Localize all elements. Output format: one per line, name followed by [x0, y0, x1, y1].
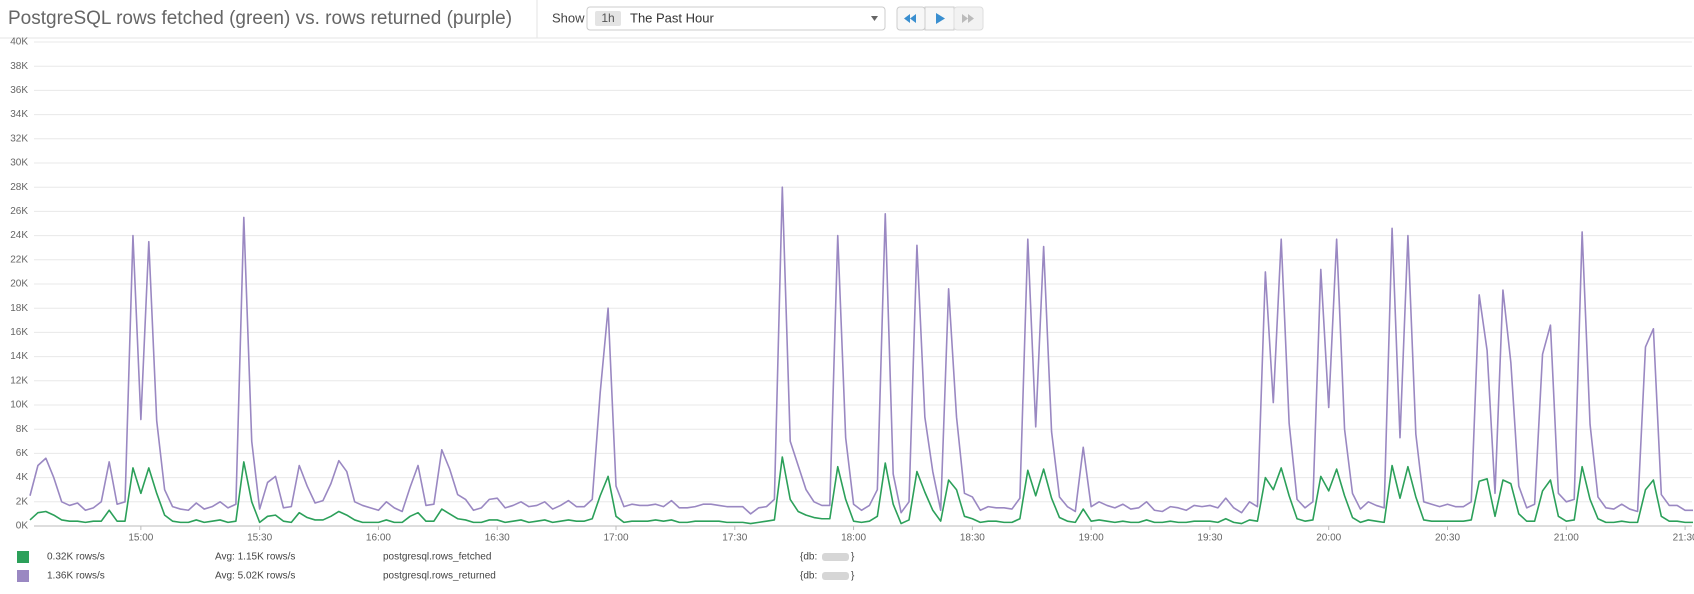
y-tick-label: 28K — [10, 182, 28, 193]
y-tick-label: 4K — [16, 472, 29, 483]
x-tick-label: 16:00 — [366, 533, 391, 544]
y-tick-label: 2K — [16, 496, 29, 507]
y-tick-label: 18K — [10, 303, 28, 314]
y-tick-label: 30K — [10, 158, 28, 169]
y-tick-label: 24K — [10, 230, 28, 241]
legend-name: postgresql.rows_fetched — [383, 552, 491, 563]
y-tick-label: 16K — [10, 327, 28, 338]
legend-tag-redacted — [822, 572, 849, 580]
y-tick-label: 38K — [10, 61, 28, 72]
x-tick-label: 19:30 — [1197, 533, 1222, 544]
back-icon — [904, 14, 916, 23]
x-tick-label: 18:00 — [841, 533, 866, 544]
x-tick-label: 20:00 — [1316, 533, 1341, 544]
y-tick-label: 36K — [10, 85, 28, 96]
chart-title: PostgreSQL rows fetched (green) vs. rows… — [8, 8, 512, 29]
series-line — [29, 456, 1693, 525]
y-tick-label: 40K — [10, 37, 28, 48]
legend-tag-open: {db: — [800, 571, 817, 582]
legend-current: 1.36K rows/s — [47, 571, 105, 582]
forward-icon — [962, 14, 974, 23]
play-icon — [936, 13, 945, 24]
legend-tag-close: } — [851, 552, 855, 563]
y-tick-label: 20K — [10, 279, 28, 290]
y-tick-label: 8K — [16, 424, 29, 435]
range-text: The Past Hour — [630, 10, 714, 25]
y-tick-label: 26K — [10, 206, 28, 217]
range-select[interactable]: 1h The Past Hour — [586, 6, 886, 31]
series-line — [29, 186, 1693, 515]
x-tick-label: 18:30 — [960, 533, 985, 544]
select-box[interactable] — [586, 6, 886, 31]
legend-tag-close: } — [851, 571, 855, 582]
x-tick-label: 16:30 — [485, 533, 510, 544]
legend-tag-redacted — [822, 553, 849, 561]
y-tick-label: 14K — [10, 351, 28, 362]
legend-swatch — [17, 551, 29, 563]
x-tick-label: 17:30 — [722, 533, 747, 544]
x-tick-label: 15:00 — [128, 533, 153, 544]
y-tick-label: 22K — [10, 254, 28, 265]
range-badge: 1h — [601, 11, 614, 25]
y-tick-label: 6K — [16, 448, 29, 459]
range-badge-bg — [595, 11, 621, 26]
show-label: Show — [552, 10, 585, 25]
y-tick-label: 34K — [10, 109, 28, 120]
legend-current: 0.32K rows/s — [47, 552, 105, 563]
x-tick-label: 21:00 — [1554, 533, 1579, 544]
x-tick-label: 15:30 — [247, 533, 272, 544]
x-tick-label: 21:30 — [1673, 533, 1694, 544]
legend-swatch — [17, 570, 29, 582]
y-tick-label: 10K — [10, 400, 28, 411]
y-tick-label: 12K — [10, 375, 28, 386]
caret — [871, 16, 878, 21]
x-tick-label: 19:00 — [1079, 533, 1104, 544]
time-buttons — [896, 6, 984, 31]
y-tick-label: 0K — [16, 521, 29, 532]
x-tick-label: 20:30 — [1435, 533, 1460, 544]
y-tick-label: 32K — [10, 133, 28, 144]
legend-avg: Avg: 5.02K rows/s — [215, 571, 295, 582]
legend-tag-open: {db: — [800, 552, 817, 563]
legend-avg: Avg: 1.15K rows/s — [215, 552, 295, 563]
legend-name: postgresql.rows_returned — [383, 571, 496, 582]
x-tick-label: 17:00 — [603, 533, 628, 544]
